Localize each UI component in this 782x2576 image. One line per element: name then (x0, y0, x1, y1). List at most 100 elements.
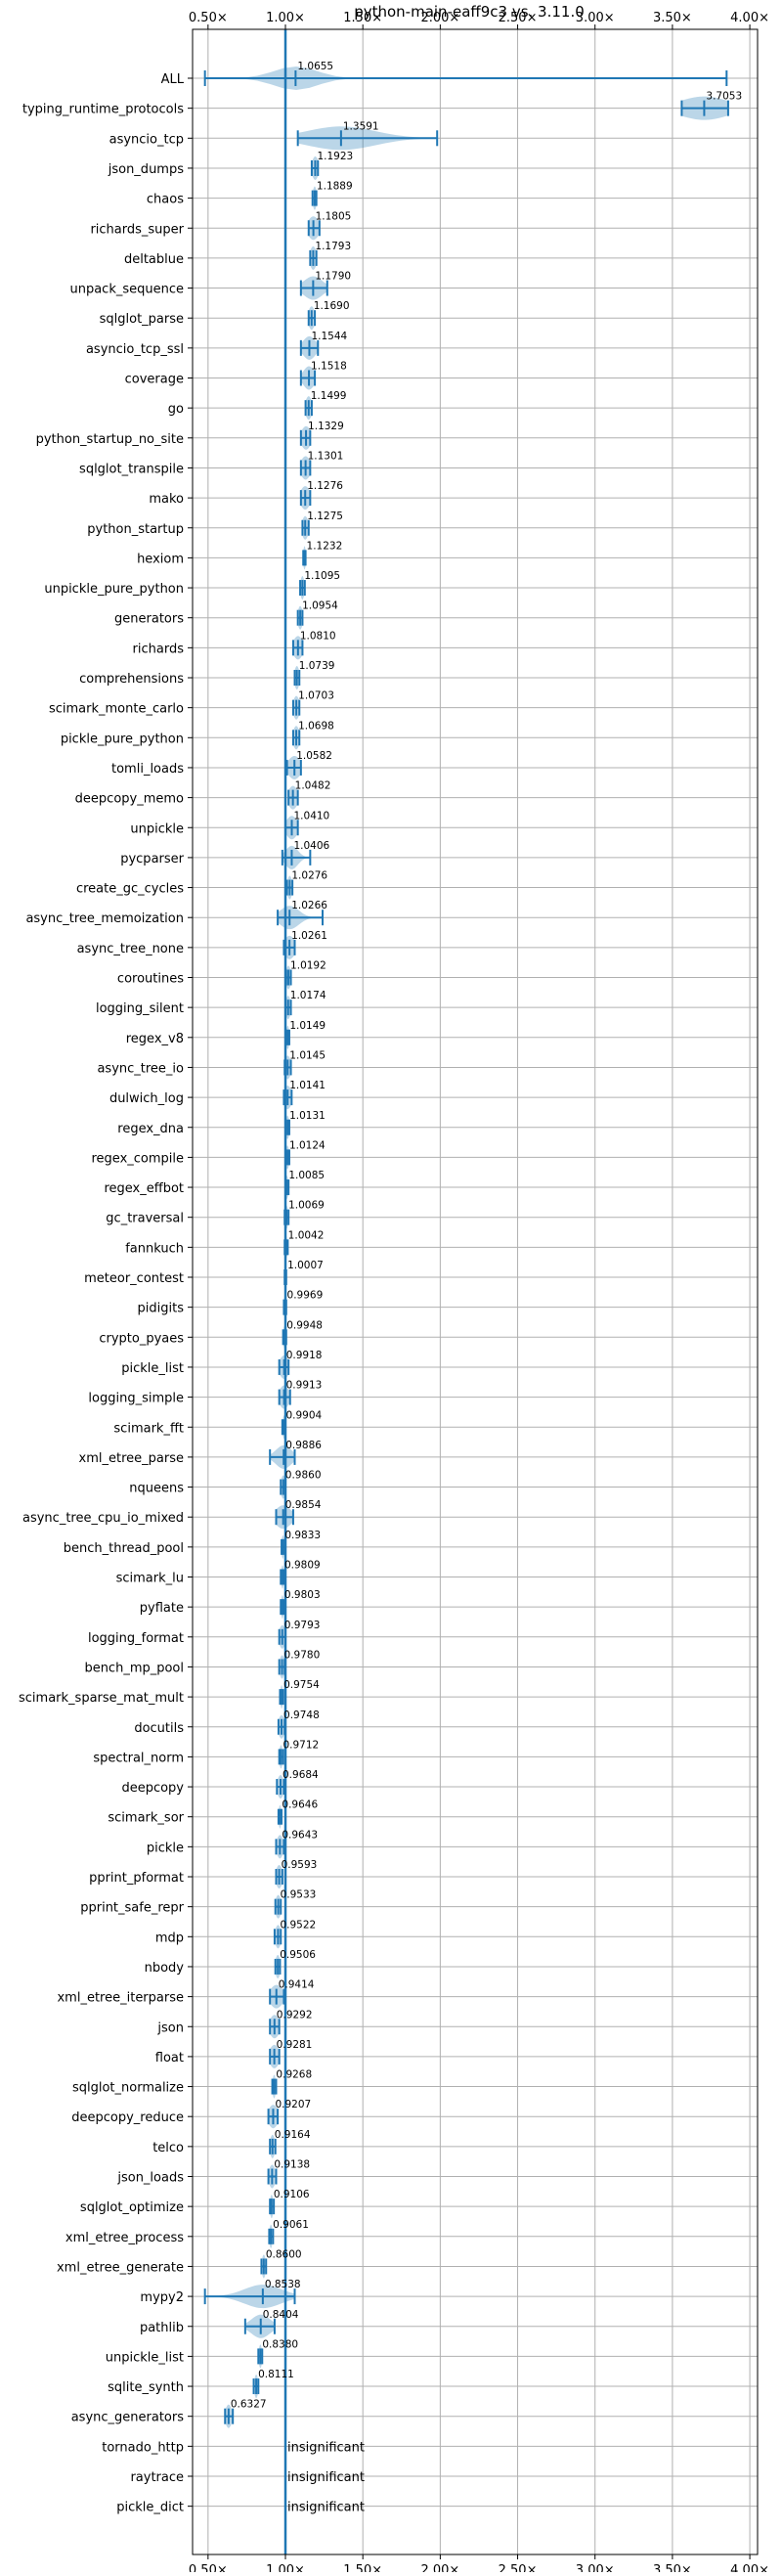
value-label: 0.9948 (286, 1319, 323, 1331)
benchmark-label: gc_traversal (106, 1212, 184, 1226)
value-label: 1.0703 (298, 690, 334, 702)
benchmark-label: asyncio_tcp (109, 132, 184, 147)
value-label: 1.1923 (317, 151, 353, 162)
benchmark-label: async_tree_cpu_io_mixed (22, 1511, 184, 1526)
value-label: 1.0582 (296, 750, 332, 762)
benchmark-label: scimark_fft (113, 1421, 184, 1436)
benchmark-label: pickle_dict (116, 2501, 184, 2515)
value-label: 1.0149 (289, 1020, 326, 1032)
value-label: 1.0698 (298, 720, 334, 732)
value-label: 1.0266 (291, 900, 327, 911)
benchmark-label: async_tree_memoization (25, 911, 184, 926)
value-label: 1.0042 (288, 1229, 325, 1241)
benchmark-label: crypto_pyaes (99, 1331, 184, 1346)
x-tick-label-bottom: 3.50× (653, 2563, 692, 2572)
benchmark-label: pickle (147, 1841, 184, 1855)
benchmark-label: regex_v8 (126, 1032, 184, 1046)
value-label: 0.9268 (276, 2069, 312, 2081)
value-label: 1.1544 (311, 331, 347, 342)
benchmark-label: xml_etree_parse (79, 1451, 184, 1466)
value-label: 1.0141 (289, 1080, 326, 1091)
x-tick-label-top: 3.00× (576, 11, 615, 25)
value-label: 1.1275 (307, 511, 343, 522)
benchmark-label: async_generators (71, 2411, 185, 2425)
benchmark-label: raytrace (130, 2470, 184, 2485)
chart-title: python-main-eaff9c3 vs. 3.11.0 (354, 3, 585, 21)
value-label: 1.0276 (291, 870, 327, 882)
benchmark-label: python_startup_no_site (36, 432, 184, 447)
value-label: 1.0406 (293, 840, 329, 852)
value-label: 0.9854 (285, 1499, 322, 1511)
value-label: 0.9138 (274, 2159, 310, 2171)
plot-frame (192, 28, 759, 2555)
benchmark-label: hexiom (137, 552, 184, 566)
benchmark-label: nqueens (129, 1482, 184, 1496)
value-label: 1.1790 (315, 271, 351, 283)
benchmark-label: xml_etree_process (65, 2231, 184, 2245)
benchmark-label: generators (114, 612, 184, 627)
value-label: 0.9886 (285, 1440, 322, 1451)
value-label: 1.1499 (311, 390, 347, 402)
value-label-layer: 1.0655 3.7053 1.3591 1.1923 1.1889 1.1805 1.17… (231, 61, 742, 2515)
benchmark-label: logging_format (88, 1631, 184, 1646)
value-label: 0.9292 (277, 2009, 313, 2021)
benchmark-label: spectral_norm (93, 1751, 184, 1765)
benchmark-label: bench_mp_pool (84, 1661, 184, 1675)
value-label: 1.0954 (302, 600, 338, 612)
x-tick-label-bottom: 0.50× (189, 2563, 228, 2572)
value-label: 0.9414 (279, 1979, 315, 1991)
value-label: 1.0145 (289, 1049, 326, 1061)
value-label: 1.0192 (290, 960, 326, 972)
benchmark-label: regex_effbot (104, 1181, 184, 1196)
benchmark-label: sqlglot_normalize (72, 2081, 184, 2096)
value-label: 0.9754 (283, 1679, 320, 1691)
benchmark-label: mako (149, 492, 184, 507)
benchmark-label: xml_etree_generate (57, 2260, 184, 2275)
value-label: 0.8380 (262, 2338, 298, 2350)
benchmark-label: unpack_sequence (69, 283, 184, 297)
benchmark-label: telco (152, 2141, 184, 2155)
value-label: 1.0739 (299, 660, 335, 672)
value-label: 1.0261 (291, 930, 327, 942)
benchmark-label: coverage (125, 373, 184, 387)
benchmark-label: asyncio_tcp_ssl (86, 342, 184, 357)
value-label: 0.9793 (284, 1620, 321, 1631)
value-label: 0.9748 (283, 1710, 320, 1721)
benchmark-label: pycparser (120, 852, 184, 866)
x-tick-label-bottom: 1.00× (266, 2563, 305, 2572)
benchmark-label: json_dumps (108, 162, 184, 177)
value-label: 0.9918 (286, 1350, 323, 1361)
value-label: 1.1793 (315, 241, 351, 252)
benchmark-label: comprehensions (79, 672, 184, 687)
benchmark-label: meteor_contest (84, 1271, 184, 1286)
benchmark-label: unpickle (130, 822, 184, 836)
benchmark-label: fannkuch (125, 1241, 184, 1256)
benchmark-label: docutils (134, 1721, 184, 1736)
benchmark-label: scimark_lu (116, 1572, 184, 1586)
benchmark-label: pickle_pure_python (61, 732, 184, 746)
x-tick-label-top: 0.50× (189, 11, 228, 25)
value-label: 1.0410 (294, 810, 330, 822)
value-label: 0.9803 (284, 1589, 321, 1601)
value-label: 0.9684 (282, 1769, 319, 1781)
benchmark-label: scimark_sor (108, 1811, 184, 1826)
value-label: 0.8600 (266, 2248, 302, 2260)
benchmark-label: sqlite_synth (108, 2380, 184, 2395)
x-tick-label-bottom: 2.00× (420, 2563, 459, 2572)
value-label: 0.8111 (258, 2369, 294, 2380)
benchmark-label: create_gc_cycles (76, 882, 184, 897)
benchmark-label: nbody (145, 1961, 185, 1976)
x-tick-label-bottom: 2.50× (499, 2563, 538, 2572)
x-tick-label-top: 2.50× (499, 11, 538, 25)
grid-layer (193, 29, 758, 2554)
benchmark-label: scimark_sparse_mat_mult (19, 1691, 184, 1706)
x-tick-label-bottom: 4.00× (730, 2563, 769, 2572)
x-tick-label-top: 1.50× (343, 11, 382, 25)
value-label: 0.9164 (275, 2129, 311, 2141)
benchmark-label: python_startup (87, 522, 184, 537)
value-label: 3.7053 (706, 91, 742, 103)
benchmark-label: xml_etree_iterparse (57, 1991, 184, 2006)
value-label: 1.1276 (307, 480, 343, 492)
